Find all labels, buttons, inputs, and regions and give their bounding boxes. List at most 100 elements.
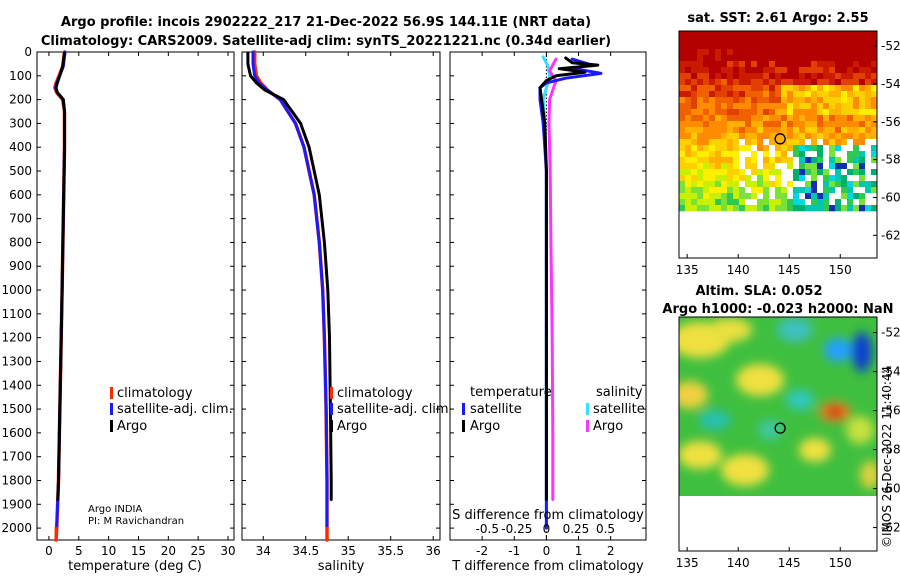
sst-cell <box>841 175 848 182</box>
sst-cell <box>817 163 824 170</box>
sst-cell <box>739 181 746 188</box>
sst-cell <box>793 157 800 164</box>
sst-cell <box>805 37 812 44</box>
y-tick-label: 800 <box>9 235 32 249</box>
sst-cell <box>685 37 692 44</box>
sst-cell <box>811 133 818 140</box>
sst-cell <box>865 43 872 50</box>
imos-timestamp: ©IMOS 26-Dec-2022 11:40:44 <box>880 366 894 548</box>
sst-cell <box>679 67 686 74</box>
sst-cell <box>781 187 788 194</box>
sst-cell <box>733 187 740 194</box>
sst-cell <box>853 175 860 182</box>
sst-cell <box>745 187 752 194</box>
sst-cell <box>697 73 704 80</box>
temperature-panel: 0 5 10 15 20 25 300100200300400500600700800900… <box>1 45 235 574</box>
sst-cell <box>817 133 824 140</box>
sst-cell <box>793 193 800 200</box>
sst-cell <box>841 73 848 80</box>
sst-cell <box>679 49 686 56</box>
sst-cell <box>775 121 782 128</box>
sst-cell <box>751 31 758 38</box>
sst-cell <box>709 139 716 146</box>
sst-cell <box>841 181 848 188</box>
sst-cell <box>745 151 752 158</box>
sst-cell <box>817 199 824 206</box>
sst-cell <box>859 145 866 152</box>
sst-cell <box>871 91 877 98</box>
sst-cell <box>775 133 782 140</box>
sst-cell <box>847 43 854 50</box>
sst-cell <box>859 169 866 176</box>
sst-cell <box>835 139 842 146</box>
sst-cell <box>805 151 812 158</box>
sst-cell <box>715 187 722 194</box>
sst-cell <box>775 79 782 86</box>
sst-cell <box>835 31 842 38</box>
sst-cell <box>817 73 824 80</box>
sst-cell <box>817 181 824 188</box>
sst-cell <box>817 49 824 56</box>
sst-cell <box>787 163 794 170</box>
sst-cell <box>709 97 716 104</box>
sst-cell <box>739 67 746 74</box>
sla-map-title-line2: Argo h1000: -0.023 h2000: NaN <box>662 302 893 317</box>
sst-cell <box>847 199 854 206</box>
s-tick-label: 0 <box>543 522 551 536</box>
sst-cell <box>847 67 854 74</box>
sst-cell <box>685 187 692 194</box>
sst-cell <box>769 163 776 170</box>
sst-cell <box>691 79 698 86</box>
sla-anomaly-blob <box>736 364 784 396</box>
sst-cell <box>757 157 764 164</box>
map-y-tick-label: -56 <box>881 404 900 418</box>
sst-cell <box>781 97 788 104</box>
sst-cell <box>751 37 758 44</box>
sst-cell <box>799 85 806 92</box>
sst-cell <box>763 103 770 110</box>
sst-cell <box>811 145 818 152</box>
sst-cell <box>703 139 710 146</box>
sst-cell <box>733 205 740 212</box>
sst-cell <box>739 79 746 86</box>
x-tick-label: 0 <box>543 544 551 558</box>
sst-cell <box>763 163 770 170</box>
sst-cell <box>799 31 806 38</box>
sst-cell <box>829 175 836 182</box>
sst-cell <box>769 199 776 206</box>
sst-cell <box>799 61 806 68</box>
sst-cell <box>703 103 710 110</box>
sst-cell <box>775 103 782 110</box>
sst-cell <box>757 97 764 104</box>
sst-cell <box>781 85 788 92</box>
x-tick-label: 35.5 <box>377 544 404 558</box>
y-tick-label: 1700 <box>1 450 32 464</box>
sst-cell <box>727 49 734 56</box>
sst-cell <box>799 121 806 128</box>
sst-cell <box>793 151 800 158</box>
sst-cell <box>859 79 866 86</box>
sst-cell <box>775 115 782 122</box>
sst-cell <box>823 37 830 44</box>
sst-cell <box>763 91 770 98</box>
sst-cell <box>871 127 877 134</box>
legend-s-satellite-swatch <box>586 403 589 415</box>
sst-cell <box>727 139 734 146</box>
sst-cell <box>733 115 740 122</box>
sst-cell <box>853 73 860 80</box>
sst-cell <box>871 187 877 194</box>
sst-cell <box>793 37 800 44</box>
sst-cell <box>793 205 800 212</box>
sst-cell <box>811 157 818 164</box>
sst-cell <box>853 115 860 122</box>
sst-cell <box>679 145 686 152</box>
sst-cell <box>859 157 866 164</box>
sst-cell <box>835 193 842 200</box>
sst-cell <box>847 37 854 44</box>
sst-cell <box>691 103 698 110</box>
sst-cell <box>697 85 704 92</box>
sst-cell <box>817 193 824 200</box>
sst-cell <box>709 109 716 116</box>
figure-title-line1: Argo profile: incois 2902222_217 21-Dec-… <box>61 15 591 30</box>
sst-cell <box>679 79 686 86</box>
